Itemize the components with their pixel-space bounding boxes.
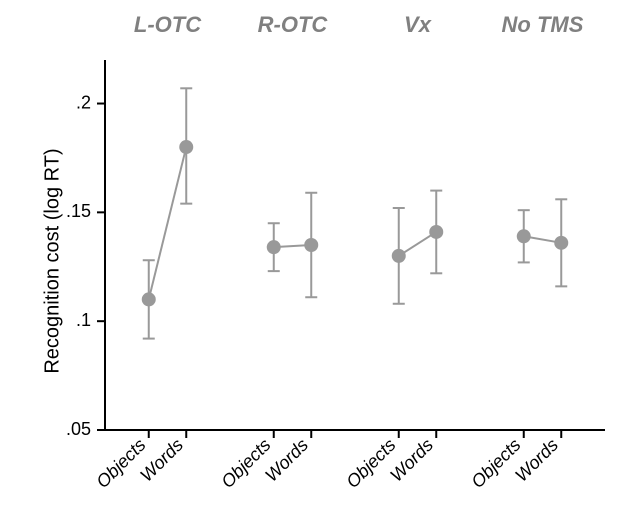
data-point <box>517 229 531 243</box>
group-label: L-OTC <box>134 12 202 37</box>
group-label: Vx <box>404 12 432 37</box>
group-label: R-OTC <box>258 12 329 37</box>
y-tick-label: .2 <box>76 92 91 112</box>
y-tick-label: .05 <box>66 419 91 439</box>
y-axis-label: Recognition cost (log RT) <box>42 148 65 373</box>
y-tick-label: .1 <box>76 310 91 330</box>
y-tick-label: .15 <box>66 201 91 221</box>
chart-container: Recognition cost (log RT) .05.1.15.2L-OT… <box>0 0 630 521</box>
data-point <box>554 236 568 250</box>
data-point <box>179 140 193 154</box>
data-point <box>267 240 281 254</box>
data-point <box>142 292 156 306</box>
chart-svg: .05.1.15.2L-OTCObjectsWordsR-OTCObjectsW… <box>0 0 630 521</box>
data-point <box>392 249 406 263</box>
data-point <box>429 225 443 239</box>
data-point <box>304 238 318 252</box>
group-label: No TMS <box>502 12 584 37</box>
